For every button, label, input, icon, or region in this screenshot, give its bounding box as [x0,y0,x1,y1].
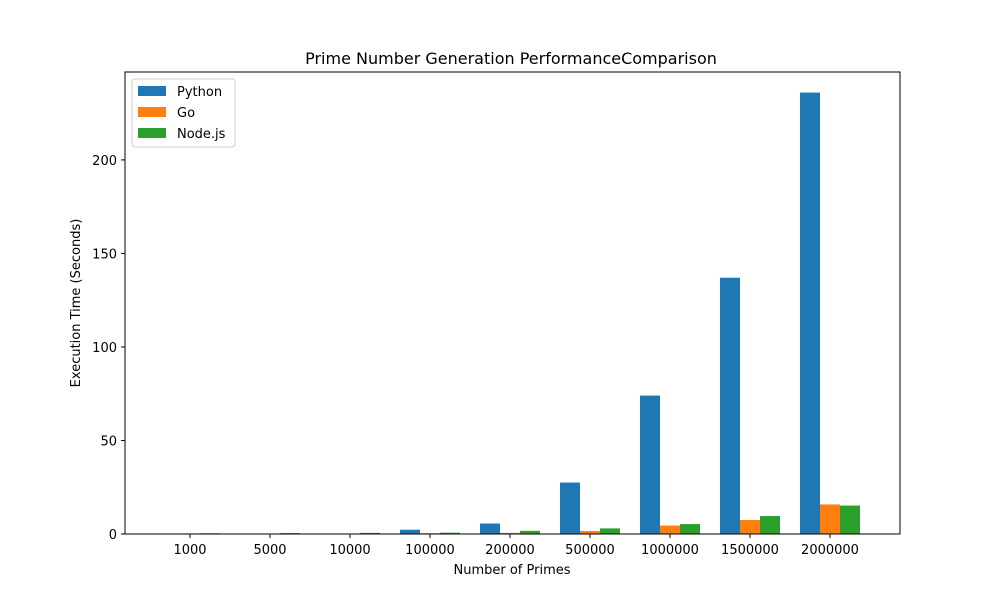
x-tick-label-1000000: 1000000 [641,543,699,558]
bar-go-500000 [580,531,600,534]
x-tick-label-10000: 10000 [329,543,370,558]
bar-go-200000 [500,532,520,534]
bar-go-1000000 [660,525,680,534]
legend-label-go: Go [177,106,195,121]
bar-python-500000 [560,482,580,534]
y-tick-label-0: 0 [109,528,117,543]
bar-node-js-100000 [440,532,460,534]
bar-go-1500000 [740,519,760,534]
y-axis-label: Execution Time (Seconds) [69,219,84,388]
bar-node-js-10000 [360,532,380,534]
bar-node-js-1500000 [760,516,780,534]
legend-label-python: Python [177,85,222,100]
legend: Python Go Node.js [131,78,236,148]
y-tick-label-100: 100 [92,341,117,356]
y-tick-label-50: 50 [100,434,117,449]
legend-label-node-js: Node.js [177,127,226,142]
x-tick-label-200000: 200000 [485,543,535,558]
legend-swatch-python [138,86,166,96]
bar-python-200000 [480,523,500,534]
legend-swatch-go [138,107,166,117]
bar-node-js-500000 [600,528,620,534]
bar-go-2000000 [820,504,840,534]
bar-node-js-2000000 [840,505,860,534]
y-tick-label-200: 200 [92,154,117,169]
plot-area: 1000 5000 10000 100000 200000 500000 1000000 15… [92,92,860,558]
x-tick-label-500000: 500000 [565,543,615,558]
x-tick-label-5000: 5000 [253,543,286,558]
bar-python-100000 [400,529,420,534]
bar-python-1000000 [640,395,660,534]
y-tick-label-150: 150 [92,247,117,262]
bar-node-js-200000 [520,530,540,534]
x-tick-label-100000: 100000 [405,543,455,558]
chart-title: Prime Number Generation PerformanceCompa… [305,49,717,68]
bar-python-2000000 [800,92,820,535]
bar-python-1500000 [720,277,740,534]
plot-frame [124,71,901,535]
x-axis-label: Number of Primes [453,563,570,578]
x-tick-label-1500000: 1500000 [721,543,779,558]
x-tick-label-1000: 1000 [173,543,206,558]
bar-node-js-1000000 [680,524,700,534]
legend-swatch-node-js [138,128,166,138]
x-tick-label-2000000: 2000000 [801,543,859,558]
